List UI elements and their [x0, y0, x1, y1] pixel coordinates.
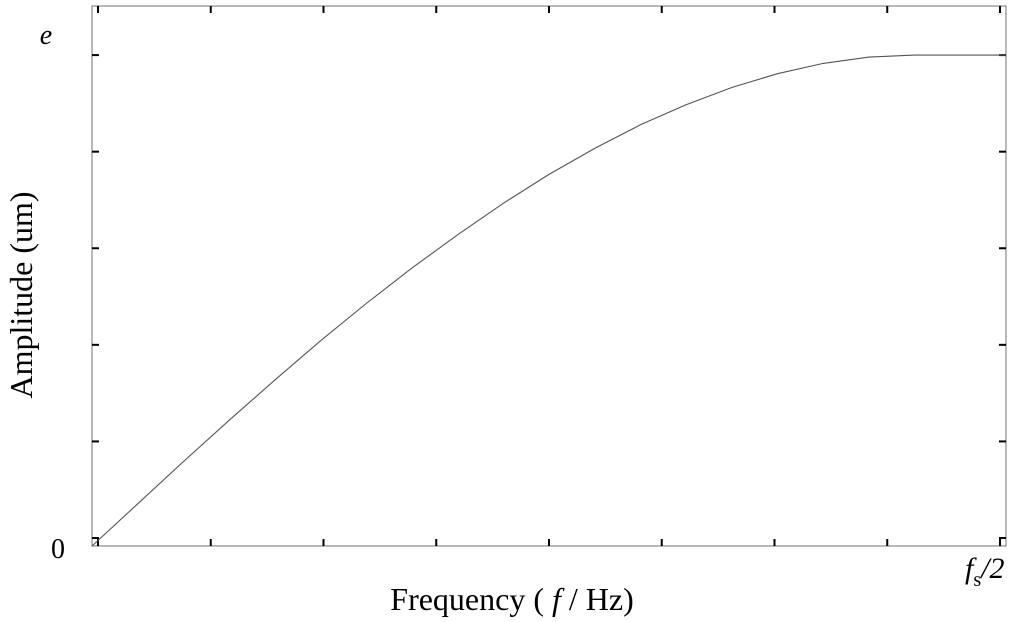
x-tick-end-sub: s: [973, 569, 981, 591]
x-tick-label-end: fs/2: [965, 552, 1004, 591]
x-tick-end-suffix: /2: [979, 552, 1004, 585]
y-tick-label-bottom: 0: [51, 534, 65, 565]
y-axis-label: Amplitude (um): [3, 191, 39, 398]
plot-frame: [91, 5, 1007, 547]
y-tick-label-top: e: [40, 20, 52, 51]
x-axis-label-prefix: Frequency (: [390, 581, 552, 617]
x-axis-label-suffix: / Hz): [561, 581, 634, 617]
amplitude-curve: [91, 54, 1006, 547]
x-axis-label: Frequency ( f / Hz): [390, 581, 633, 617]
